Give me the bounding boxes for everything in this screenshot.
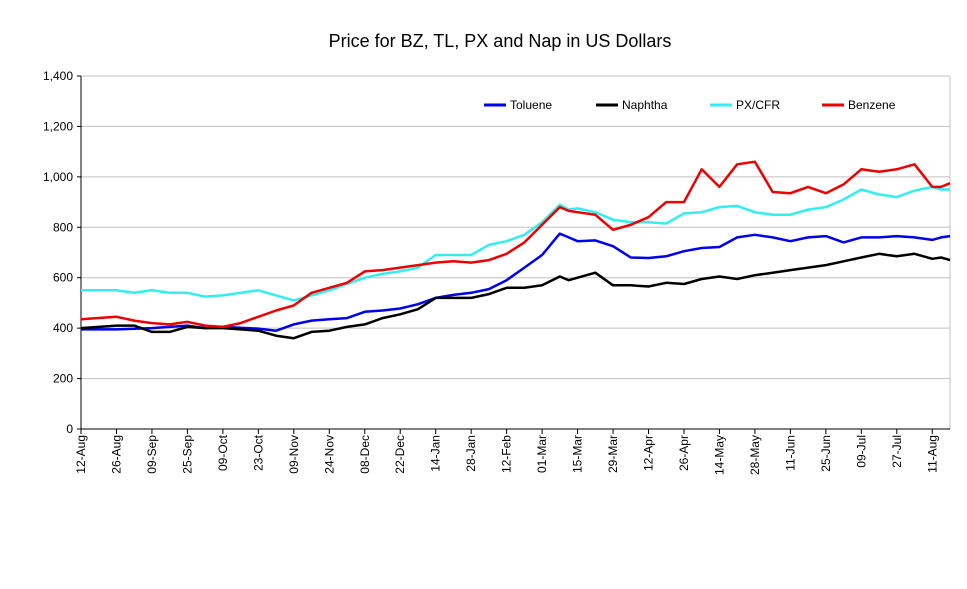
legend-label: Benzene <box>848 98 896 112</box>
x-tick-label: 08-Dec <box>358 435 372 474</box>
x-tick-label: 11-Aug <box>925 435 939 473</box>
x-tick-label: 12-Apr <box>642 435 656 471</box>
y-tick-label: 1,400 <box>43 69 73 83</box>
x-tick-label: 28-Jan <box>464 435 478 472</box>
y-tick-label: 600 <box>53 271 73 285</box>
x-tick-label: 24-Nov <box>322 435 336 474</box>
x-tick-label: 09-Jul <box>854 435 868 468</box>
y-tick-label: 1,000 <box>43 170 73 184</box>
x-tick-label: 26-Apr <box>677 435 691 471</box>
y-tick-label: 400 <box>53 321 73 335</box>
x-tick-label: 25-Sep <box>180 435 194 474</box>
x-tick-label: 12-Feb <box>500 435 514 473</box>
series-line-toluene <box>81 232 951 332</box>
x-tick-label: 29-Mar <box>606 435 620 473</box>
legend-label: PX/CFR <box>736 98 780 112</box>
y-tick-label: 200 <box>53 372 73 386</box>
y-tick-label: 1,200 <box>43 119 73 133</box>
x-tick-label: 09-Sep <box>145 435 159 474</box>
x-tick-label: 09-Nov <box>287 435 301 474</box>
x-tick-label: 25-Jun <box>819 435 833 472</box>
x-tick-label: 15-Mar <box>571 435 585 473</box>
x-tick-label: 11-Jun <box>783 435 797 471</box>
y-tick-label: 0 <box>66 422 73 436</box>
x-tick-label: 22-Dec <box>393 435 407 474</box>
chart-title: Price for BZ, TL, PX and Nap in US Dolla… <box>328 31 672 51</box>
x-tick-label: 09-Oct <box>216 434 230 471</box>
x-tick-label: 23-Oct <box>251 434 265 471</box>
x-tick-label: 26-Aug <box>109 435 123 474</box>
legend-label: Toluene <box>510 98 552 112</box>
legend-label: Naphtha <box>622 98 668 112</box>
series-line-px-cfr <box>81 185 950 302</box>
y-tick-label: 800 <box>53 220 73 234</box>
x-tick-label: 01-Mar <box>535 435 549 473</box>
series-line-benzene <box>80 160 951 329</box>
x-tick-label: 12-Aug <box>74 435 88 474</box>
x-tick-label: 14-Jan <box>429 435 443 472</box>
x-tick-label: 28-May <box>748 435 762 475</box>
x-tick-label: 27-Jul <box>890 435 904 468</box>
x-tick-label: 14-May <box>712 435 726 475</box>
series-line-naphtha <box>80 252 951 340</box>
